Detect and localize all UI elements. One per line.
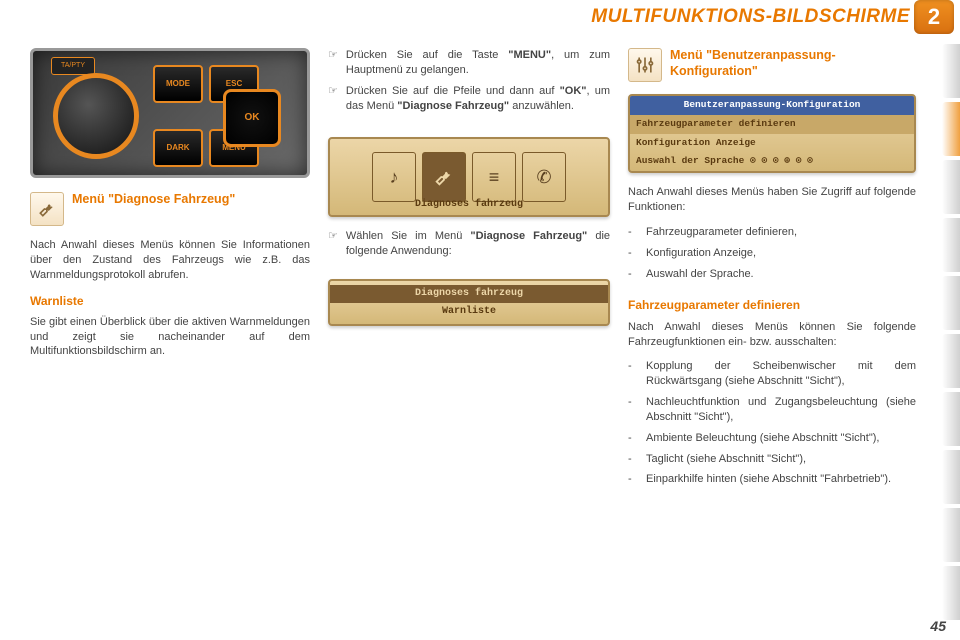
menu-heading-config: Menü "Benutzeranpassung-Konfiguration" — [628, 48, 916, 82]
side-tab — [942, 508, 960, 562]
dash-item: -Nachleuchtfunktion und Zugangsbeleuchtu… — [628, 395, 916, 425]
bullet-item: ☞ Wählen Sie im Menü "Diagnose Fahrzeug"… — [328, 229, 610, 259]
page-header: MULTIFUNKTIONS-BILDSCHIRME 2 — [0, 0, 960, 36]
pointer-icon: ☞ — [328, 48, 338, 78]
screen-warnliste: Diagnoses fahrzeug Warnliste — [328, 279, 610, 326]
dash-mark: - — [628, 431, 636, 446]
dash-item: -Einparkhilfe hinten (siehe Abschnitt "F… — [628, 472, 916, 487]
rotary-dial — [53, 73, 139, 159]
menu-heading-diagnose: Menü "Diagnose Fahrzeug" — [30, 192, 310, 226]
ta-pty-button: TA/PTY — [51, 57, 95, 75]
dash-item: -Ambiente Beleuchtung (siehe Abschnitt "… — [628, 431, 916, 446]
menu-title: Menü "Benutzeranpassung-Konfiguration" — [670, 48, 916, 79]
subheading: Fahrzeugparameter definieren — [628, 297, 916, 313]
page-number: 45 — [930, 618, 946, 634]
dash-mark: - — [628, 395, 636, 425]
content: TA/PTY MODE ESC DARK MENU OK Menü "Diagn… — [30, 48, 930, 493]
dash-item: -Taglicht (siehe Abschnitt "Sicht"), — [628, 452, 916, 467]
side-tab — [942, 334, 960, 388]
dash-mark: - — [628, 359, 636, 389]
pointer-icon: ☞ — [328, 229, 338, 259]
side-tab — [942, 450, 960, 504]
dash-mark: - — [628, 246, 636, 261]
side-tab-active — [942, 102, 960, 156]
sliders-icon: ≡ — [472, 152, 516, 202]
paragraph: Nach Anwahl dieses Menüs können Sie folg… — [628, 320, 916, 350]
paragraph: Nach Anwahl dieses Menüs können Sie Info… — [30, 238, 310, 283]
phone-icon: ✆ — [522, 152, 566, 202]
dash-item: -Kopplung der Scheibenwischer mit dem Rü… — [628, 359, 916, 389]
dash-item: -Fahrzeugparameter definieren, — [628, 225, 916, 240]
paragraph: Sie gibt einen Überblick über die aktive… — [30, 315, 310, 360]
bullet-item: ☞ Drücken Sie auf die Taste "MENU", um z… — [328, 48, 610, 78]
side-tab — [942, 276, 960, 330]
column-2: ☞ Drücken Sie auf die Taste "MENU", um z… — [328, 48, 610, 493]
chapter-number: 2 — [928, 4, 940, 30]
screen-main-menu: ♪ ≡ ✆ Diagnoses fahrzeug — [328, 137, 610, 217]
menu-title: Menü "Diagnose Fahrzeug" — [72, 192, 235, 208]
screen-row: Konfiguration Anzeige — [630, 134, 914, 153]
screen-row: Auswahl der Sprache ⊙ ⊙ ⊙ ⊕ ⊙ ⊙ — [630, 152, 914, 171]
side-tab — [942, 218, 960, 272]
dash-mark: - — [628, 452, 636, 467]
side-tab — [942, 44, 960, 98]
screen-title: Diagnoses fahrzeug — [330, 198, 608, 212]
control-panel-photo: TA/PTY MODE ESC DARK MENU OK — [30, 48, 310, 178]
mode-button: MODE — [153, 65, 203, 103]
pointer-icon: ☞ — [328, 84, 338, 114]
column-3: Menü "Benutzeranpassung-Konfiguration" B… — [628, 48, 916, 493]
dash-item: -Auswahl der Sprache. — [628, 267, 916, 282]
column-1: TA/PTY MODE ESC DARK MENU OK Menü "Diagn… — [30, 48, 310, 493]
wrench-icon — [30, 192, 64, 226]
bullet-text: Wählen Sie im Menü "Diagnose Fahrzeug" d… — [346, 229, 610, 259]
sliders-icon — [628, 48, 662, 82]
dark-button: DARK — [153, 129, 203, 167]
dash-mark: - — [628, 267, 636, 282]
music-icon: ♪ — [372, 152, 416, 202]
screen-config: Benutzeranpassung-Konfiguration Fahrzeug… — [628, 94, 916, 173]
bullet-text: Drücken Sie auf die Pfeile und dann auf … — [346, 84, 610, 114]
ok-button: OK — [223, 89, 281, 147]
screen-row: Fahrzeugparameter definieren — [630, 115, 914, 134]
screen-header: Benutzeranpassung-Konfiguration — [630, 96, 914, 115]
screen-row: Diagnoses fahrzeug — [330, 285, 608, 303]
side-tabs — [942, 44, 960, 620]
paragraph: Nach Anwahl dieses Menüs haben Sie Zugri… — [628, 185, 916, 215]
bullet-text: Drücken Sie auf die Taste "MENU", um zum… — [346, 48, 610, 78]
chapter-tab: 2 — [914, 0, 954, 34]
wrench-icon — [422, 152, 466, 202]
dash-mark: - — [628, 225, 636, 240]
bullet-item: ☞ Drücken Sie auf die Pfeile und dann au… — [328, 84, 610, 114]
subheading-warnliste: Warnliste — [30, 293, 310, 309]
header-title: MULTIFUNKTIONS-BILDSCHIRME — [591, 6, 910, 28]
side-tab — [942, 160, 960, 214]
side-tab — [942, 392, 960, 446]
dash-mark: - — [628, 472, 636, 487]
screen-row: Warnliste — [330, 303, 608, 321]
side-tab — [942, 566, 960, 620]
dash-item: -Konfiguration Anzeige, — [628, 246, 916, 261]
